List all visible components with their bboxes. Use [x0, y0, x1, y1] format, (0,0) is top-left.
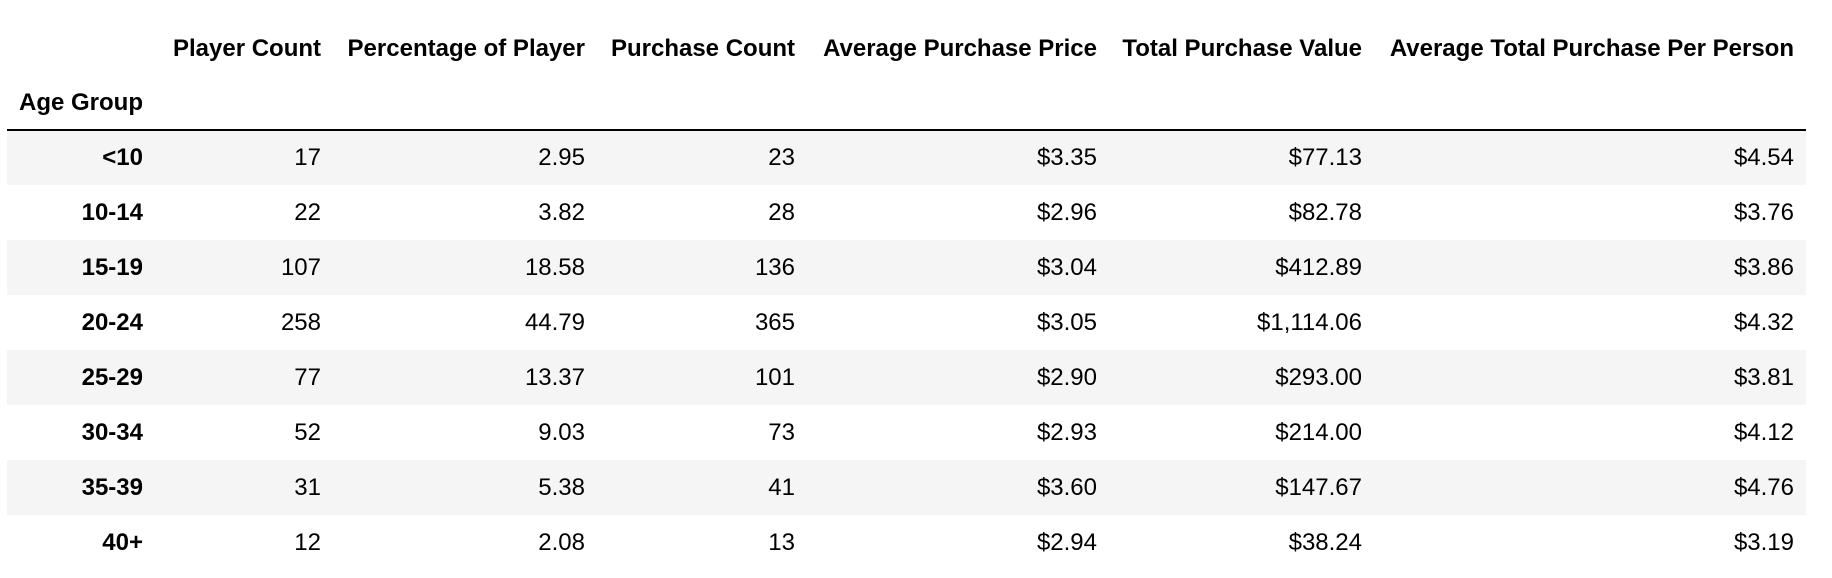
table-cell: $2.90: [1036, 363, 1097, 391]
column-header: Average Total Purchase Per Person: [1389, 35, 1794, 62]
table-cell: $3.19: [1733, 528, 1794, 556]
table-cell: $82.78: [1288, 198, 1362, 226]
row-index: 35-39: [81, 473, 143, 501]
table-cell: 41: [768, 473, 795, 501]
row-index: 25-29: [81, 363, 143, 391]
table-cell: 22: [294, 198, 321, 226]
table-cell: 23: [768, 144, 795, 171]
table-cell: 258: [280, 308, 321, 336]
table-cell: 136: [754, 253, 795, 281]
column-header: Player Count: [172, 35, 321, 62]
row-index: 40+: [102, 528, 143, 556]
row-index: 15-19: [81, 253, 143, 281]
column-header: Percentage of Player: [347, 35, 585, 62]
index-corner-cell: [7, 22, 155, 76]
table-row: 15-19 107 18.58 136 $3.04 $412.89 $3.86: [7, 240, 1806, 295]
table-row: 10-14 22 3.82 28 $2.96 $82.78 $3.76: [7, 185, 1806, 240]
table-row: 35-39 31 5.38 41 $3.60 $147.67 $4.76: [7, 460, 1806, 515]
table-cell: $412.89: [1275, 253, 1362, 281]
table-cell: $3.04: [1036, 253, 1097, 281]
row-index: 20-24: [81, 308, 143, 336]
index-name-header: Age Group: [19, 88, 143, 116]
table-cell: 107: [280, 253, 321, 281]
table-row: 25-29 77 13.37 101 $2.90 $293.00 $3.81: [7, 350, 1806, 405]
table-row: 20-24 258 44.79 365 $3.05 $1,114.06 $4.3…: [7, 295, 1806, 350]
age-group-table: Player Count Percentage of Player Purcha…: [7, 22, 1806, 570]
table-cell: 18.58: [524, 253, 585, 281]
table-cell: 52: [294, 418, 321, 446]
table-cell: 9.03: [538, 418, 585, 446]
table-cell: $1,114.06: [1257, 308, 1362, 336]
table-row: 30-34 52 9.03 73 $2.93 $214.00 $4.12: [7, 405, 1806, 460]
table-cell: $3.81: [1733, 363, 1794, 391]
table-cell: $3.86: [1733, 253, 1794, 281]
table-cell: $3.76: [1733, 198, 1794, 226]
table-cell: 73: [768, 418, 795, 446]
table-cell: 31: [294, 473, 321, 501]
column-header: Average Purchase Price: [823, 35, 1097, 62]
table-cell: 101: [754, 363, 795, 391]
table-cell: 13: [768, 528, 795, 556]
table-cell: $4.76: [1733, 473, 1794, 501]
row-index: <10: [102, 144, 143, 171]
table-cell: 2.08: [538, 528, 585, 556]
table-row: <10 17 2.95 23 $3.35 $77.13 $4.54: [7, 130, 1806, 185]
table-cell: $38.24: [1288, 528, 1362, 556]
table-cell: $2.94: [1036, 528, 1097, 556]
table-cell: $4.54: [1733, 144, 1794, 171]
table-cell: 13.37: [524, 363, 585, 391]
table-cell: 5.38: [538, 473, 585, 501]
table-cell: 28: [768, 198, 795, 226]
table-cell: 2.95: [538, 144, 585, 171]
table-cell: $4.12: [1733, 418, 1794, 446]
row-index: 30-34: [81, 418, 143, 446]
table-cell: $4.32: [1733, 308, 1794, 336]
table-cell: $2.93: [1036, 418, 1097, 446]
table-row: 40+ 12 2.08 13 $2.94 $38.24 $3.19: [7, 515, 1806, 570]
table-cell: $77.13: [1288, 144, 1362, 171]
table-cell: $2.96: [1036, 198, 1097, 226]
table-cell: $3.05: [1036, 308, 1097, 336]
index-name-row: Age Group: [7, 76, 1806, 130]
table-cell: 17: [294, 144, 321, 171]
table-cell: 44.79: [524, 308, 585, 336]
table-cell: 3.82: [538, 198, 585, 226]
table-cell: 365: [754, 308, 795, 336]
table-cell: $214.00: [1275, 418, 1362, 446]
table-cell: 77: [294, 363, 321, 391]
table-cell: $3.60: [1036, 473, 1097, 501]
table-cell: $293.00: [1275, 363, 1362, 391]
table-cell: $3.35: [1036, 144, 1097, 171]
column-header: Total Purchase Value: [1122, 35, 1362, 62]
table-cell: $147.67: [1275, 473, 1362, 501]
table-cell: 12: [294, 528, 321, 556]
column-header: Purchase Count: [610, 35, 795, 62]
row-index: 10-14: [81, 198, 143, 226]
column-header-row: Player Count Percentage of Player Purcha…: [7, 22, 1806, 76]
